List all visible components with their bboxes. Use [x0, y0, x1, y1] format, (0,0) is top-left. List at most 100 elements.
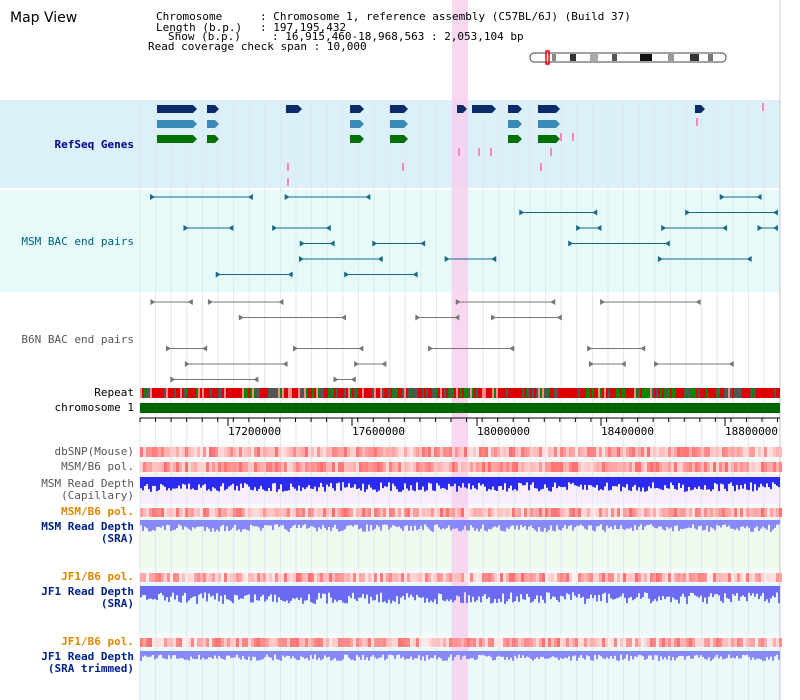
msm-pol-cell — [518, 462, 521, 472]
track-label-msm-rd-cap-2: (Capillary) — [61, 489, 134, 502]
msm-pol-cell — [356, 462, 359, 472]
jf1-pol-cell — [479, 573, 482, 582]
dbsnp-cell — [734, 447, 737, 457]
jf1-trim-depth-bar — [166, 651, 168, 660]
msm-sra-depth-bar — [158, 520, 160, 528]
jf1-pol-cell — [740, 573, 743, 582]
msm-cap-depth-bar — [164, 477, 166, 487]
jf1-sra-depth-bar — [260, 586, 262, 597]
repeat-segment — [704, 388, 706, 398]
msm-pol2-cell — [776, 508, 779, 517]
msm-pol2-cell — [752, 508, 755, 517]
msm-pol-cell — [431, 462, 434, 472]
repeat-segment — [758, 388, 760, 398]
msm-sra-depth-bar — [152, 520, 154, 530]
jf1-sra-depth-bar — [464, 586, 466, 593]
jf1-pol-cell — [692, 573, 695, 582]
msm-cap-depth-bar — [572, 477, 574, 483]
repeat-segment — [156, 388, 158, 398]
msm-sra-depth-bar — [450, 520, 452, 531]
msm-pol-cell — [203, 462, 206, 472]
jf1-sra-depth-bar — [174, 586, 176, 600]
jf1-trim-depth-bar — [418, 651, 420, 656]
jf1-trim-depth-bar — [140, 651, 142, 661]
jf1-pol2-cell — [533, 638, 536, 647]
b6n-bac-end — [550, 299, 556, 305]
msm-sra-depth-bar — [338, 520, 340, 532]
repeat-segment — [438, 388, 440, 398]
jf1-pol2-cell — [203, 638, 206, 647]
msm-sra-depth-bar — [226, 520, 228, 527]
jf1-pol-cell — [536, 573, 539, 582]
b6n-bac-end — [454, 314, 460, 321]
jf1-pol2-cell — [695, 638, 698, 647]
jf1-pol-cell — [494, 573, 497, 582]
repeat-segment — [594, 388, 596, 398]
msm-sra-depth-bar — [766, 520, 768, 530]
jf1-trim-depth-bar — [384, 651, 386, 661]
msm-cap-depth-bar — [198, 477, 200, 485]
track-label-refseq[interactable]: RefSeq Genes — [54, 138, 134, 151]
jf1-pol2-cell — [182, 638, 185, 647]
repeat-segment — [624, 388, 626, 398]
track-label-b6n-bac[interactable]: B6N BAC end pairs — [21, 333, 134, 346]
track-label-msm-bac[interactable]: MSM BAC end pairs — [21, 235, 134, 248]
msm-cap-depth-bar — [642, 477, 644, 488]
jf1-sra-depth-bar — [774, 586, 776, 598]
msm-cap-depth-bar — [256, 477, 258, 491]
jf1-sra-depth-bar — [422, 586, 424, 598]
jf1-trim-depth-bar — [472, 651, 474, 658]
msm-sra-depth-bar — [644, 520, 646, 527]
jf1-trim-depth-bar — [246, 651, 248, 661]
jf1-trim-depth-bar — [708, 651, 710, 658]
repeat-segment — [320, 388, 322, 398]
msm-bac-end — [228, 225, 234, 231]
jf1-trim-depth-bar — [724, 651, 726, 659]
msm-pol2-cell — [197, 508, 200, 517]
msm-cap-depth-bar — [654, 477, 656, 489]
dbsnp-cell — [401, 447, 404, 457]
msm-pol-cell — [284, 462, 287, 472]
repeat-segment — [564, 388, 566, 398]
repeat-segment — [474, 388, 476, 398]
jf1-sra-depth-bar — [578, 586, 580, 594]
msm-pol2-cell — [344, 508, 347, 517]
jf1-pol-cell — [347, 573, 350, 582]
msm-cap-depth-bar — [738, 477, 740, 490]
msm-pol-cell — [443, 462, 446, 472]
dbsnp-cell — [623, 447, 626, 457]
jf1-pol-cell — [251, 573, 254, 582]
jf1-trim-depth-bar — [696, 651, 698, 656]
jf1-sra-depth-bar — [472, 586, 474, 597]
msm-sra-depth-bar — [362, 520, 364, 532]
jf1-trim-depth-bar — [518, 651, 520, 655]
jf1-trim-depth-bar — [146, 651, 148, 657]
jf1-pol2-cell — [602, 638, 605, 647]
dbsnp-cell — [545, 447, 548, 457]
msm-pol-cell — [527, 462, 530, 472]
b6n-bac-end — [202, 345, 208, 352]
repeat-segment — [648, 388, 650, 398]
repeat-segment — [618, 388, 620, 398]
jf1-sra-depth-bar — [488, 586, 490, 598]
msm-cap-depth-bar — [370, 477, 372, 488]
msm-cap-depth-bar — [480, 477, 482, 486]
jf1-trim-depth-bar — [362, 651, 364, 656]
msm-cap-depth-bar — [156, 477, 158, 492]
jf1-sra-depth-bar — [742, 586, 744, 596]
dbsnp-cell — [263, 447, 266, 457]
jf1-trim-depth-bar — [536, 651, 538, 658]
dbsnp-cell — [563, 447, 566, 457]
msm-sra-depth-bar — [616, 520, 618, 530]
jf1-trim-depth-bar — [364, 651, 366, 660]
msm-bac-end — [722, 225, 728, 231]
msm-pol2-cell — [170, 508, 173, 517]
jf1-sra-depth-bar — [292, 586, 294, 599]
repeat-segment — [160, 388, 162, 398]
repeat-segment — [750, 388, 752, 398]
msm-pol-cell — [455, 462, 458, 472]
dbsnp-cell — [617, 447, 620, 457]
jf1-trim-depth-bar — [360, 651, 362, 660]
msm-sra-depth-bar — [510, 520, 512, 527]
